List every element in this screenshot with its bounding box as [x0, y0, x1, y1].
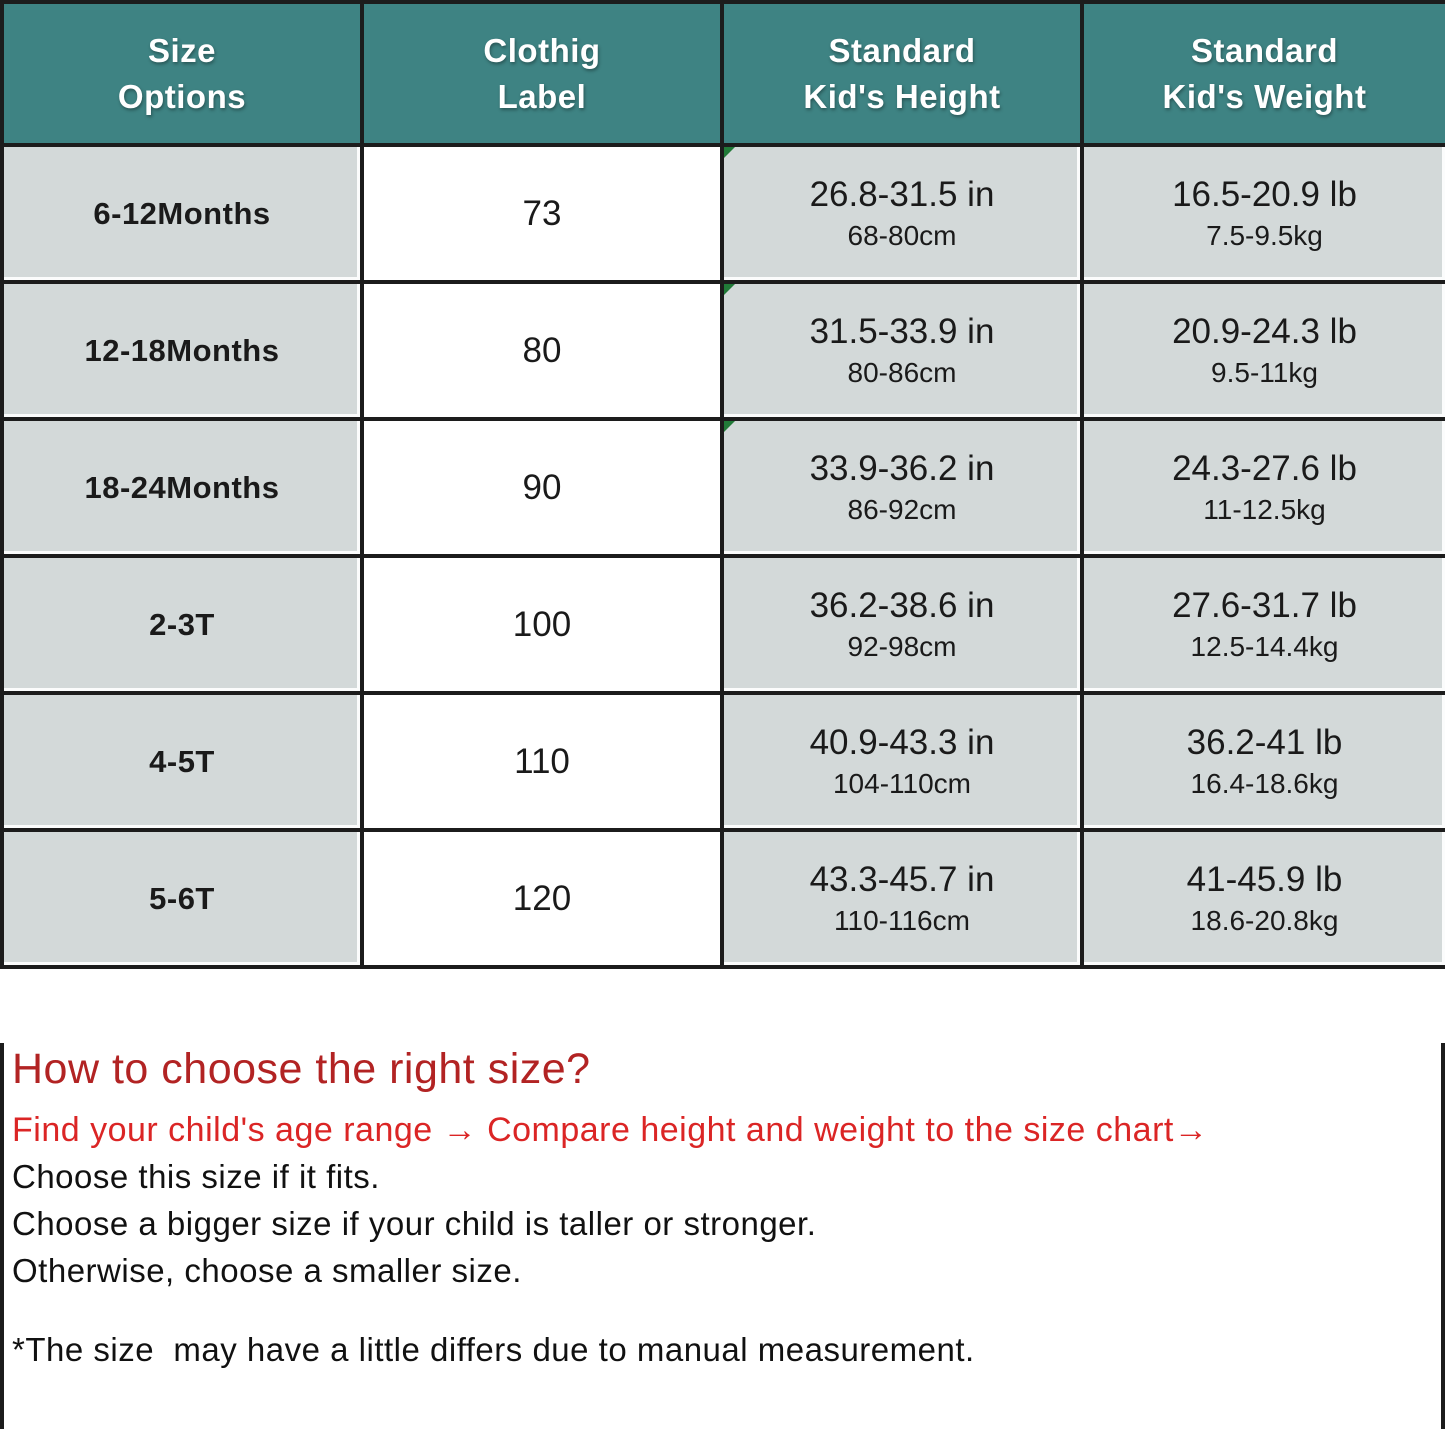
- weight-kg: 12.5-14.4kg: [1190, 631, 1339, 663]
- header-line: Kid's Height: [803, 77, 1001, 115]
- weight-kg: 11-12.5kg: [1203, 494, 1326, 526]
- header-kids-weight: Standard Kid's Weight: [1080, 0, 1445, 147]
- header-line: Size: [147, 31, 217, 69]
- excel-flag-icon: [726, 149, 735, 158]
- weight-lb: 16.5-20.9 lb: [1172, 175, 1357, 215]
- height-cell: 31.5-33.9 in 80-86cm: [720, 280, 1084, 421]
- table-row: 2-3T 100 36.2-38.6 in 92-98cm 27.6-31.7 …: [0, 554, 1445, 695]
- howto-line-1: Choose this size if it fits.: [12, 1157, 380, 1195]
- table-row: 4-5T 110 40.9-43.3 in 104-110cm 36.2-41 …: [0, 691, 1445, 832]
- weight-cell: 41-45.9 lb 18.6-20.8kg: [1080, 828, 1445, 969]
- height-cm: 92-98cm: [847, 631, 957, 663]
- table-row: 6-12Months 73 26.8-31.5 in 68-80cm 16.5-…: [0, 143, 1445, 284]
- size-option-cell: 5-6T: [0, 828, 364, 969]
- weight-cell: 27.6-31.7 lb 12.5-14.4kg: [1080, 554, 1445, 695]
- clothing-label-cell: 110: [360, 691, 724, 832]
- weight-kg: 7.5-9.5kg: [1206, 220, 1323, 252]
- howto-line-2: Choose a bigger size if your child is ta…: [12, 1204, 817, 1242]
- size-option-cell: 4-5T: [0, 691, 364, 832]
- header-line: Standard: [828, 31, 976, 69]
- clothing-label-cell: 90: [360, 417, 724, 558]
- header-line: Standard: [1190, 31, 1339, 69]
- header-line: Clothig: [483, 31, 601, 69]
- clothing-label-cell: 80: [360, 280, 724, 421]
- table-header-row: Size Options Clothig Label Standard Kid'…: [0, 0, 1445, 147]
- table-row: 12-18Months 80 31.5-33.9 in 80-86cm 20.9…: [0, 280, 1445, 421]
- height-cm: 86-92cm: [847, 494, 957, 526]
- weight-cell: 16.5-20.9 lb 7.5-9.5kg: [1080, 143, 1445, 284]
- header-clothing-label: Clothig Label: [360, 0, 724, 147]
- height-inches: 31.5-33.9 in: [809, 312, 995, 352]
- header-kids-height: Standard Kid's Height: [720, 0, 1084, 147]
- size-option-cell: 12-18Months: [0, 280, 364, 421]
- weight-lb: 41-45.9 lb: [1186, 860, 1343, 900]
- measurement-disclaimer: *The size may have a little differs due …: [12, 1330, 975, 1368]
- size-option-cell: 18-24Months: [0, 417, 364, 558]
- howto-line-3: Otherwise, choose a smaller size.: [12, 1251, 522, 1289]
- size-option-cell: 2-3T: [0, 554, 364, 695]
- height-cell: 26.8-31.5 in 68-80cm: [720, 143, 1084, 284]
- weight-cell: 36.2-41 lb 16.4-18.6kg: [1080, 691, 1445, 832]
- clothing-label-cell: 73: [360, 143, 724, 284]
- height-cm: 104-110cm: [832, 768, 971, 800]
- table-row: 5-6T 120 43.3-45.7 in 110-116cm 41-45.9 …: [0, 828, 1445, 969]
- height-cm: 110-116cm: [834, 905, 970, 937]
- height-inches: 33.9-36.2 in: [809, 449, 995, 489]
- height-cell: 36.2-38.6 in 92-98cm: [720, 554, 1084, 695]
- height-cm: 68-80cm: [847, 220, 957, 252]
- table-row: 18-24Months 90 33.9-36.2 in 86-92cm 24.3…: [0, 417, 1445, 558]
- howto-steps: Find your child's age range → Compare he…: [12, 1110, 1209, 1149]
- header-line: Options: [117, 77, 247, 115]
- height-cm: 80-86cm: [847, 357, 957, 389]
- weight-kg: 18.6-20.8kg: [1190, 905, 1339, 937]
- weight-kg: 9.5-11kg: [1211, 357, 1318, 389]
- height-cell: 43.3-45.7 in 110-116cm: [720, 828, 1084, 969]
- clothing-label-cell: 100: [360, 554, 724, 695]
- size-chart-table: Size Options Clothig Label Standard Kid'…: [0, 0, 1445, 969]
- howto-heading: How to choose the right size?: [12, 1045, 591, 1093]
- header-line: Kid's Weight: [1162, 77, 1367, 115]
- weight-lb: 27.6-31.7 lb: [1172, 586, 1357, 626]
- header-line: Label: [497, 77, 587, 115]
- excel-flag-icon: [726, 423, 735, 432]
- size-option-cell: 6-12Months: [0, 143, 364, 284]
- height-cell: 33.9-36.2 in 86-92cm: [720, 417, 1084, 558]
- height-cell: 40.9-43.3 in 104-110cm: [720, 691, 1084, 832]
- size-guide-notes: How to choose the right size? Find your …: [0, 1043, 1445, 1429]
- weight-lb: 24.3-27.6 lb: [1172, 449, 1357, 489]
- weight-lb: 36.2-41 lb: [1186, 723, 1343, 763]
- weight-lb: 20.9-24.3 lb: [1172, 312, 1357, 352]
- header-size-options: Size Options: [0, 0, 364, 147]
- weight-kg: 16.4-18.6kg: [1190, 768, 1339, 800]
- height-inches: 40.9-43.3 in: [809, 723, 995, 763]
- weight-cell: 20.9-24.3 lb 9.5-11kg: [1080, 280, 1445, 421]
- weight-cell: 24.3-27.6 lb 11-12.5kg: [1080, 417, 1445, 558]
- height-inches: 36.2-38.6 in: [809, 586, 995, 626]
- clothing-label-cell: 120: [360, 828, 724, 969]
- excel-flag-icon: [726, 286, 735, 295]
- height-inches: 26.8-31.5 in: [809, 175, 995, 215]
- height-inches: 43.3-45.7 in: [809, 860, 995, 900]
